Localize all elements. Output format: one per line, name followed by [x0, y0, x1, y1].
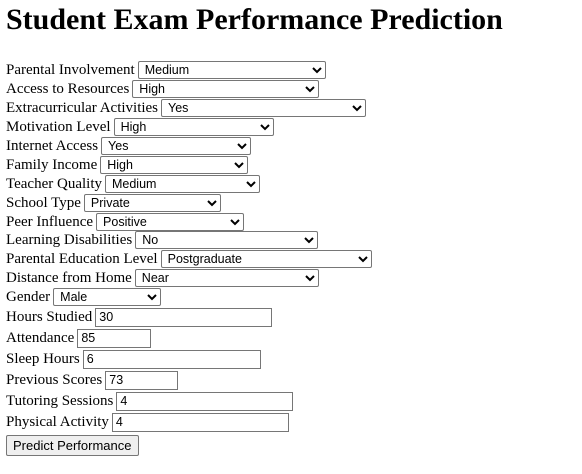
field-attendance: Attendance: [6, 328, 582, 349]
field-hours-studied: Hours Studied: [6, 307, 582, 328]
extracurricular-activities-label: Extracurricular Activities: [6, 100, 159, 117]
distance-from-home-select[interactable]: Near: [134, 269, 319, 288]
field-motivation-level: Motivation Level High: [6, 118, 582, 137]
field-parental-education-level: Parental Education Level Postgraduate: [6, 250, 582, 269]
school-type-select[interactable]: Private: [83, 193, 221, 212]
field-family-income: Family Income High: [6, 155, 582, 174]
parental-education-level-select[interactable]: Postgraduate: [160, 250, 372, 269]
attendance-input[interactable]: [77, 328, 152, 348]
field-physical-activity: Physical Activity: [6, 412, 582, 433]
gender-select[interactable]: Male: [53, 288, 162, 307]
predict-performance-button[interactable]: Predict Performance: [6, 434, 139, 456]
attendance-label: Attendance: [6, 330, 75, 347]
parental-education-level-label: Parental Education Level: [6, 251, 158, 268]
field-peer-influence: Peer Influence Positive: [6, 212, 582, 231]
family-income-select[interactable]: High: [100, 155, 249, 174]
physical-activity-label: Physical Activity: [6, 414, 109, 431]
field-tutoring-sessions: Tutoring Sessions: [6, 391, 582, 412]
field-internet-access: Internet Access Yes: [6, 137, 582, 156]
sleep-hours-input[interactable]: [82, 349, 261, 369]
page: Student Exam Performance Prediction Pare…: [6, 3, 582, 456]
school-type-label: School Type: [6, 194, 81, 211]
field-distance-from-home: Distance from Home Near: [6, 269, 582, 288]
teacher-quality-select[interactable]: Medium: [104, 174, 260, 193]
previous-scores-label: Previous Scores: [6, 372, 103, 389]
hours-studied-input[interactable]: [95, 307, 273, 327]
physical-activity-input[interactable]: [111, 412, 289, 432]
peer-influence-select[interactable]: Positive: [96, 212, 245, 231]
teacher-quality-label: Teacher Quality: [6, 175, 102, 192]
field-parental-involvement: Parental Involvement Medium: [6, 61, 582, 80]
access-to-resources-select[interactable]: High: [132, 80, 320, 99]
field-sleep-hours: Sleep Hours: [6, 349, 582, 370]
extracurricular-activities-select[interactable]: Yes: [161, 99, 367, 118]
peer-influence-label: Peer Influence: [6, 213, 94, 230]
learning-disabilities-select[interactable]: No: [135, 231, 319, 250]
internet-access-select[interactable]: Yes: [101, 137, 252, 155]
field-teacher-quality: Teacher Quality Medium: [6, 174, 582, 193]
family-income-label: Family Income: [6, 156, 98, 173]
sleep-hours-label: Sleep Hours: [6, 351, 80, 368]
tutoring-sessions-label: Tutoring Sessions: [6, 393, 114, 410]
field-extracurricular-activities: Extracurricular Activities Yes: [6, 99, 582, 118]
motivation-level-select[interactable]: High: [113, 118, 274, 137]
parental-involvement-select[interactable]: Medium: [137, 61, 326, 80]
gender-label: Gender: [6, 289, 51, 306]
distance-from-home-label: Distance from Home: [6, 270, 132, 287]
learning-disabilities-label: Learning Disabilities: [6, 232, 133, 249]
parental-involvement-label: Parental Involvement: [6, 62, 135, 79]
field-learning-disabilities: Learning Disabilities No: [6, 231, 582, 250]
field-previous-scores: Previous Scores: [6, 370, 582, 391]
motivation-level-label: Motivation Level: [6, 119, 111, 136]
hours-studied-label: Hours Studied: [6, 309, 93, 326]
prediction-form: Parental Involvement Medium Access to Re…: [6, 53, 582, 456]
previous-scores-input[interactable]: [105, 370, 179, 390]
field-access-to-resources: Access to Resources High: [6, 80, 582, 99]
page-title: Student Exam Performance Prediction: [6, 3, 503, 36]
internet-access-label: Internet Access: [6, 138, 99, 154]
tutoring-sessions-input[interactable]: [116, 391, 294, 411]
field-gender: Gender Male: [6, 288, 582, 307]
access-to-resources-label: Access to Resources: [6, 81, 130, 98]
field-school-type: School Type Private: [6, 193, 582, 212]
